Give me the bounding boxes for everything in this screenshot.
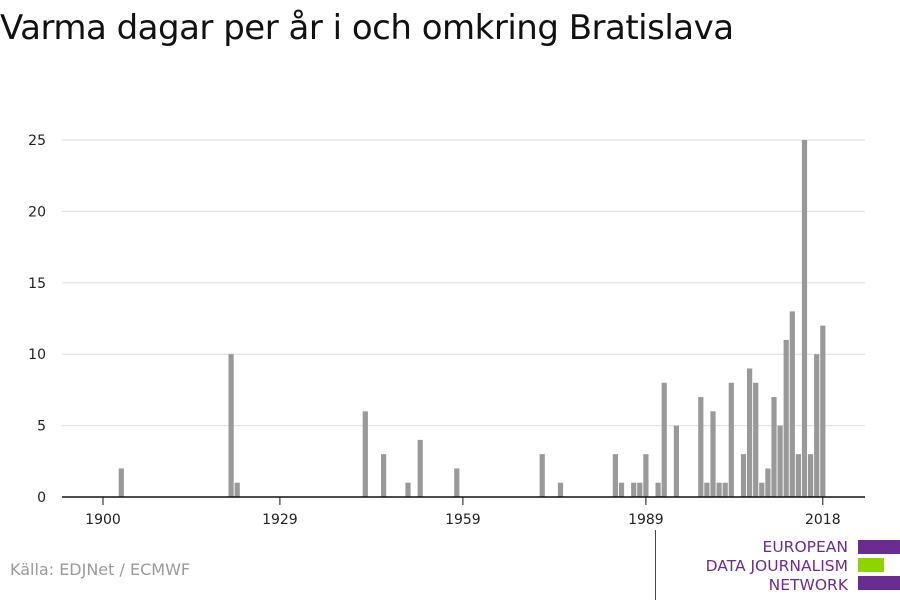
y-tick-label: 15 [28, 276, 46, 292]
y-tick-label: 5 [37, 419, 46, 435]
bar-1989 [643, 454, 649, 497]
chart-title: Varma dagar per år i och omkring Bratisl… [0, 8, 734, 48]
bar-2011 [777, 425, 783, 497]
y-tick-label: 0 [37, 490, 46, 506]
bar-1952 [417, 439, 423, 497]
logo-bar-green [858, 558, 884, 572]
logo-text-european: EUROPEAN [762, 538, 848, 556]
x-tick-label: 1989 [628, 512, 664, 528]
source-note: Källa: EDJNet / ECMWF [10, 560, 191, 579]
bar-1975 [557, 482, 564, 497]
bar-1987 [631, 482, 637, 497]
x-tick-label: 1959 [445, 512, 481, 528]
bar-1943 [362, 411, 368, 497]
bar-2015 [801, 140, 808, 497]
y-tick-label: 25 [28, 133, 46, 149]
bar-1950 [405, 482, 411, 497]
bar-2017 [814, 354, 820, 497]
bar-2012 [783, 339, 789, 497]
bar-2016 [808, 454, 814, 497]
logo-divider [655, 530, 656, 600]
bar-2009 [765, 468, 771, 497]
bar-1972 [539, 454, 545, 497]
logo-text-network: NETWORK [768, 576, 848, 594]
bar-2014 [795, 454, 801, 497]
bar-2002 [722, 482, 728, 497]
bar-1922 [234, 482, 240, 497]
bar-1988 [637, 482, 643, 497]
bar-1946 [381, 454, 387, 497]
bar-1984 [612, 454, 618, 497]
gridlines [62, 139, 865, 427]
x-tick-label: 1900 [85, 512, 121, 528]
bar-2006 [747, 368, 753, 497]
logo-text-data-journalism: DATA JOURNALISM [705, 557, 848, 575]
bar-2005 [740, 454, 747, 497]
bars [118, 140, 826, 497]
bar-1958 [454, 468, 460, 497]
bar-1903 [118, 468, 124, 497]
bar-2000 [710, 411, 716, 497]
logo-bar-purple-top [858, 540, 900, 554]
logo-bar-purple-bottom [858, 576, 900, 590]
bar-1985 [618, 482, 625, 497]
x-tick-label: 1929 [262, 512, 298, 528]
bar-2018 [820, 325, 826, 497]
bar-1999 [704, 482, 710, 497]
bar-1994 [673, 425, 679, 497]
bar-2013 [789, 311, 795, 497]
axes: 0 5 10 15 20 25 1900 1929 1959 1989 2018 [28, 133, 865, 528]
y-tick-label: 10 [28, 347, 46, 363]
bar-2010 [771, 397, 777, 497]
bar-1991 [655, 482, 661, 497]
y-tick-label: 20 [28, 204, 46, 220]
x-tick-label: 2018 [805, 512, 841, 528]
bar-2008 [759, 482, 765, 497]
bar-1998 [698, 397, 704, 497]
bar-1992 [661, 382, 667, 497]
bar-1921 [228, 354, 234, 497]
bar-2007 [753, 382, 759, 497]
bar-2001 [716, 482, 722, 497]
bar-2003 [728, 382, 734, 497]
